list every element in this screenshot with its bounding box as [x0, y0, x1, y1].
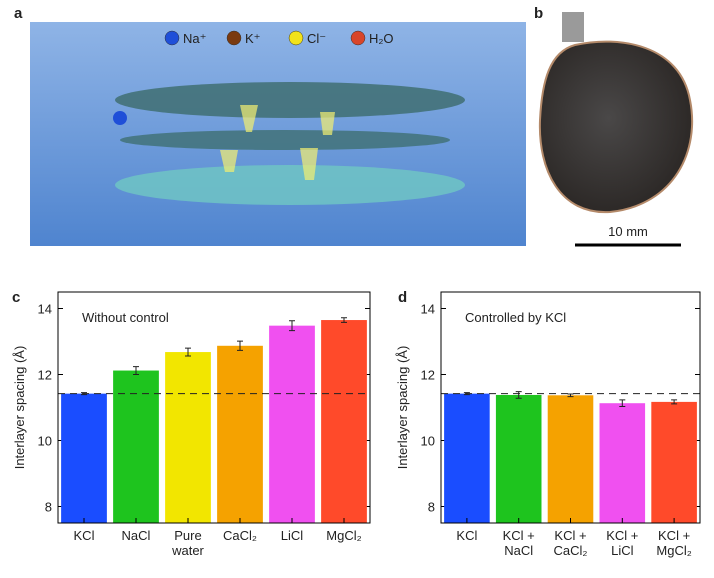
- bar: [269, 325, 315, 523]
- bar: [165, 352, 211, 523]
- scale-bar-label: 10 mm: [608, 224, 648, 239]
- x-tick-label: Pure water: [171, 528, 204, 558]
- x-tick-label: KCl: [74, 528, 95, 543]
- x-tick-label: MgCl₂: [326, 528, 361, 543]
- y-tick-label: 12: [421, 368, 435, 383]
- text-line: LiCl: [611, 543, 634, 558]
- y-tick-label: 12: [38, 368, 52, 383]
- legend-swatch: [288, 30, 304, 46]
- text-line: KCl +: [658, 528, 690, 543]
- bar: [495, 394, 542, 523]
- error-bar: [515, 391, 522, 399]
- clamp: [562, 12, 584, 42]
- error-bar: [237, 340, 243, 351]
- panel-label: c: [12, 289, 20, 306]
- annotation: Without control: [82, 310, 169, 325]
- bar: [651, 401, 697, 523]
- y-axis-label: Interlayer spacing (Å): [12, 346, 27, 470]
- bar: [113, 370, 159, 523]
- bar: [547, 395, 594, 523]
- bar: [217, 345, 263, 523]
- panel-label: d: [398, 289, 407, 306]
- panel-label: a: [14, 5, 23, 22]
- y-tick-label: 8: [45, 500, 52, 515]
- x-tick-label: KCl + CaCl₂: [554, 528, 588, 558]
- x-tick-label: CaCl₂: [223, 528, 257, 543]
- error-bar: [289, 320, 295, 332]
- plot-frame: [57, 291, 371, 524]
- x-tick-label: KCl + MgCl₂: [656, 528, 691, 558]
- text-line: NaCl: [504, 543, 533, 558]
- bar: [444, 393, 490, 523]
- membrane-layers: [113, 82, 465, 205]
- text-line: KCl +: [554, 528, 586, 543]
- text-line: KCl +: [503, 528, 535, 543]
- text-line: KCl +: [606, 528, 638, 543]
- error-bar: [567, 393, 574, 398]
- legend-label: Na⁺: [183, 31, 206, 46]
- error-bar: [133, 366, 139, 375]
- y-tick-label: 14: [38, 302, 52, 317]
- annotation: Controlled by KCl: [465, 310, 566, 325]
- panel-label: b: [534, 5, 543, 22]
- error-bar: [341, 317, 347, 323]
- legend-label: K⁺: [245, 31, 261, 46]
- text-line: MgCl₂: [656, 543, 691, 558]
- plot-frame: [440, 291, 701, 524]
- bar: [61, 393, 107, 523]
- text-line: CaCl₂: [554, 543, 588, 558]
- y-tick-label: 10: [38, 434, 52, 449]
- x-tick-label: KCl + NaCl: [503, 528, 535, 558]
- legend-swatch: [226, 30, 242, 46]
- error-bar: [671, 399, 678, 405]
- y-axis-label: Interlayer spacing (Å): [395, 346, 410, 470]
- bar: [321, 320, 367, 523]
- text-line: Pure: [174, 528, 201, 543]
- x-tick-label: KCl + LiCl: [606, 528, 638, 558]
- x-tick-label: NaCl: [122, 528, 151, 543]
- legend-label: H₂O: [369, 31, 394, 46]
- x-tick-label: KCl: [456, 528, 477, 543]
- membrane-photo: [538, 40, 694, 214]
- bar: [599, 403, 646, 523]
- legend-swatch: [350, 30, 366, 46]
- y-tick-label: 8: [428, 500, 435, 515]
- text-line: water: [171, 543, 204, 558]
- y-tick-label: 14: [421, 302, 435, 317]
- error-bar: [619, 399, 626, 408]
- legend-swatch: [164, 30, 180, 46]
- y-tick-label: 10: [421, 434, 435, 449]
- x-tick-label: LiCl: [281, 528, 304, 543]
- error-bar: [185, 347, 191, 357]
- legend-label: Cl⁻: [307, 31, 326, 46]
